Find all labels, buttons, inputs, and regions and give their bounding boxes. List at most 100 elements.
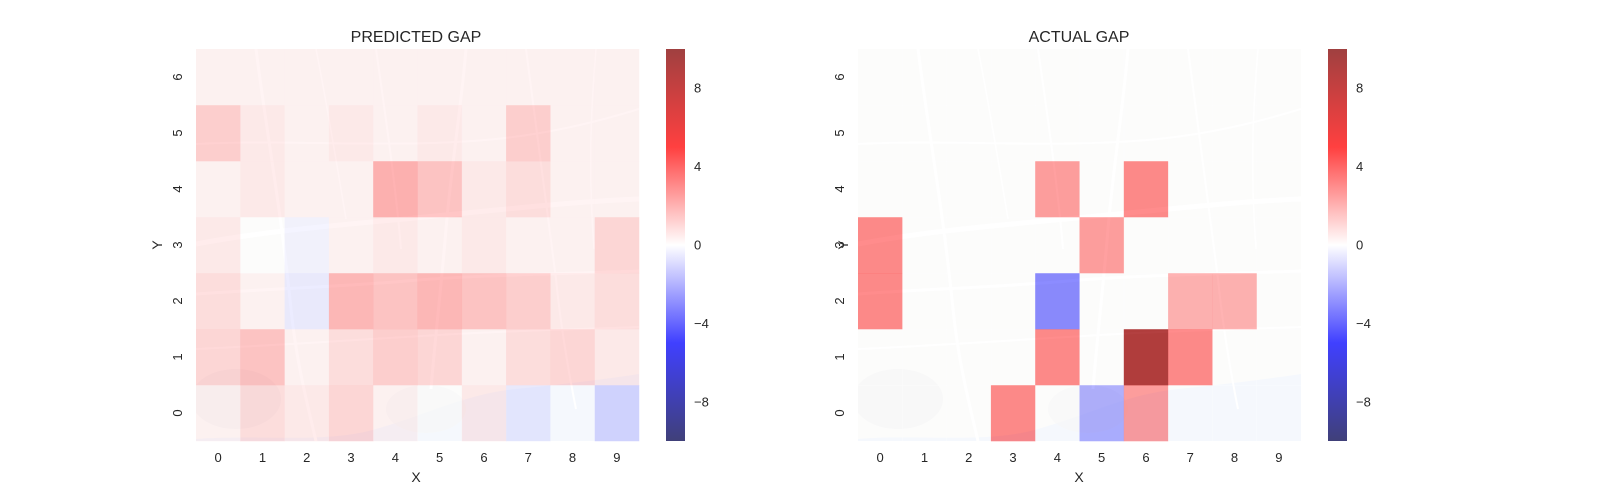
y-tick-label: 6 [170, 73, 185, 80]
heatmap-cell [284, 49, 330, 106]
y-tick-label: 1 [170, 353, 185, 360]
heatmap-cell [196, 49, 241, 106]
x-tick-label: 0 [877, 450, 884, 465]
y-tick-label: 5 [832, 129, 847, 136]
colorbar-tick-label: 0 [694, 238, 701, 253]
heatmap-cell [1035, 273, 1080, 330]
y-axis-label: Y [149, 240, 165, 250]
heatmap-cell [1168, 105, 1213, 162]
heatmap-cell [1035, 49, 1080, 106]
heatmap-cell [902, 217, 947, 274]
heatmap-cell [550, 385, 595, 442]
heatmap-cell [858, 161, 903, 218]
heatmap-cell [594, 49, 640, 106]
x-tick-labels: 0 1 2 3 4 5 6 7 8 9 [877, 450, 1283, 465]
x-axis-label: X [411, 469, 421, 485]
heatmap-cell [328, 105, 374, 162]
heatmap-cell [858, 329, 903, 386]
heatmap-cell [196, 217, 241, 274]
heatmap-cell [1212, 105, 1257, 162]
y-tick-label: 2 [170, 297, 185, 304]
heatmap-cell [1079, 49, 1125, 106]
heatmap-cell [1035, 217, 1080, 274]
heatmap-cell [328, 161, 374, 218]
heatmap-cell [373, 161, 418, 218]
heatmap-cell [858, 385, 903, 442]
heatmap-cell [196, 329, 241, 386]
colorbar: 8 4 0 −4 −8 [666, 49, 709, 441]
heatmap-cell [240, 329, 285, 386]
colorbar-tick-label: 4 [694, 159, 701, 174]
x-tick-label: 6 [480, 450, 487, 465]
colorbar-tick-label: 8 [1356, 81, 1363, 96]
heatmap-cell [461, 161, 507, 218]
heatmap-cell [990, 273, 1036, 330]
heatmap-cell [1256, 329, 1302, 386]
heatmap-cell [417, 217, 463, 274]
heatmap-cell [373, 385, 418, 442]
heatmap-cell [417, 329, 463, 386]
heatmap-cell [550, 217, 595, 274]
heatmap-cell [240, 49, 285, 106]
heatmap-cell [417, 49, 463, 106]
heatmap-cell [461, 49, 507, 106]
y-tick-label: 0 [170, 409, 185, 416]
chart-title: PREDICTED GAP [351, 29, 482, 46]
heatmap-cell [902, 329, 947, 386]
heatmap-cell [196, 385, 241, 442]
heatmap-cell [1123, 49, 1169, 106]
heatmap-cell [240, 385, 285, 442]
heatmap-cell [284, 105, 330, 162]
heatmap-cell [594, 385, 640, 442]
heatmap-cell [550, 329, 595, 386]
heatmap-cell [417, 385, 463, 442]
colorbar-tick-label: 4 [1356, 159, 1363, 174]
heatmap-cell [990, 217, 1036, 274]
colorbar-tick-label: 8 [694, 81, 701, 96]
colorbar-ticks: 8 4 0 −4 −8 [1356, 81, 1371, 410]
heatmap-cell [373, 105, 418, 162]
y-tick-label: 0 [832, 409, 847, 416]
x-tick-label: 3 [1009, 450, 1016, 465]
heatmap-cell [902, 105, 947, 162]
heatmap-cell [594, 273, 640, 330]
heatmap-cell [902, 273, 947, 330]
heatmap-cell [1123, 273, 1169, 330]
heatmap-cell [990, 329, 1036, 386]
heatmap-cell [461, 105, 507, 162]
heatmap-cell [196, 161, 241, 218]
y-tick-label: 1 [832, 353, 847, 360]
colorbar-tick-label: −8 [1356, 394, 1371, 409]
heatmap-cell [1212, 217, 1257, 274]
heatmap-cell [902, 161, 947, 218]
heatmap-cell [1035, 161, 1080, 218]
x-tick-label: 5 [1098, 450, 1105, 465]
heatmap-cell [328, 273, 374, 330]
heatmap-cell [461, 385, 507, 442]
x-tick-label: 9 [1275, 450, 1282, 465]
x-tick-label: 8 [569, 450, 576, 465]
x-tick-label: 0 [215, 450, 222, 465]
heatmap-cell [284, 217, 330, 274]
heatmap-cell [594, 161, 640, 218]
x-tick-label: 4 [392, 450, 399, 465]
heatmap-cell [550, 105, 595, 162]
heatmap-cell [506, 161, 551, 218]
heatmap-cell [946, 105, 992, 162]
heatmap-cell [373, 217, 418, 274]
heatmap-cell [990, 49, 1036, 106]
x-tick-label: 7 [1187, 450, 1194, 465]
heatmap-cell [1079, 273, 1125, 330]
heatmap-cell [506, 105, 551, 162]
heatmap-cell [506, 273, 551, 330]
heatmap-cell [461, 217, 507, 274]
y-tick-label: 4 [170, 185, 185, 192]
heatmap-cell [594, 329, 640, 386]
heatmap-cell [1212, 385, 1257, 442]
heatmap-cell [1079, 329, 1125, 386]
heatmap-cell [284, 329, 330, 386]
heatmap-cell [946, 385, 992, 442]
y-tick-label: 4 [832, 185, 847, 192]
heatmap-cell [594, 105, 640, 162]
